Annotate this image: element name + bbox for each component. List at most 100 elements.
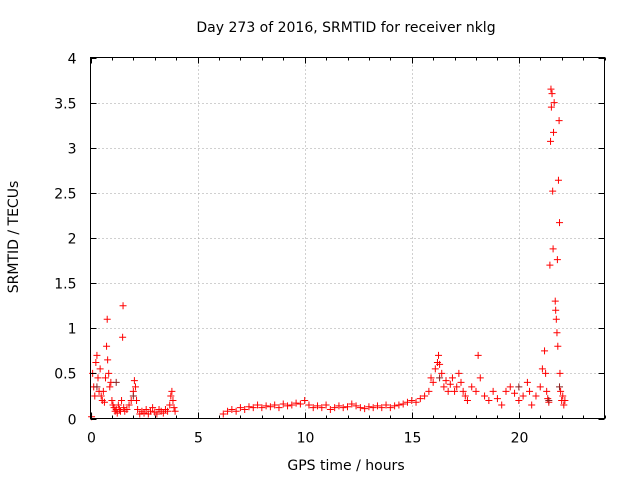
data-point xyxy=(528,401,536,409)
data-point xyxy=(339,404,347,412)
data-point xyxy=(93,351,101,359)
data-point xyxy=(556,383,564,391)
data-point xyxy=(412,398,420,406)
data-point xyxy=(378,404,386,412)
axis-ticks: 0 5 10 15 20 0 0.5 1 1.5 2 2.5 3 3.5 4 xyxy=(54,52,606,447)
plot-frame xyxy=(90,57,605,419)
data-point xyxy=(164,407,172,415)
data-point xyxy=(140,409,148,417)
data-point xyxy=(236,404,244,412)
x-axis-title: GPS time / hours xyxy=(287,458,404,474)
data-point xyxy=(331,404,339,412)
data-point xyxy=(459,387,467,395)
data-point xyxy=(171,407,179,415)
data-point xyxy=(129,392,137,400)
y-tick-label: 1 xyxy=(68,322,77,338)
data-point xyxy=(335,402,343,410)
data-point xyxy=(365,403,373,411)
data-point xyxy=(511,389,519,397)
data-point xyxy=(131,383,139,391)
data-point xyxy=(453,383,461,391)
data-point xyxy=(159,409,167,417)
data-point xyxy=(515,383,523,391)
x-tick-label: 5 xyxy=(194,431,203,447)
data-point xyxy=(382,401,390,409)
data-point xyxy=(275,404,283,412)
data-point xyxy=(526,387,534,395)
y-tick-label: 4 xyxy=(68,52,77,68)
data-point xyxy=(120,404,128,412)
data-point xyxy=(554,342,562,350)
data-point xyxy=(399,400,407,408)
data-point xyxy=(553,329,561,337)
data-point xyxy=(425,387,433,395)
data-point xyxy=(134,405,142,413)
y-tick-label: 2 xyxy=(68,232,77,248)
data-point xyxy=(254,401,262,409)
data-point xyxy=(502,387,510,395)
data-point xyxy=(168,387,176,395)
data-point xyxy=(446,380,454,388)
data-point xyxy=(146,407,154,415)
data-point xyxy=(438,369,446,377)
data-point xyxy=(112,378,120,386)
data-point xyxy=(436,360,444,368)
data-point xyxy=(266,403,274,411)
data-point xyxy=(309,404,317,412)
y-tick-label: 3 xyxy=(68,142,77,158)
data-point xyxy=(444,387,452,395)
data-point xyxy=(125,401,133,409)
data-point xyxy=(545,396,553,404)
data-point xyxy=(416,395,424,403)
data-point xyxy=(356,404,364,412)
data-point xyxy=(457,378,465,386)
data-point xyxy=(550,99,558,107)
data-point xyxy=(523,378,531,386)
data-point xyxy=(547,85,555,93)
data-point xyxy=(245,403,253,411)
data-point xyxy=(543,387,551,395)
data-point xyxy=(551,297,559,305)
data-point xyxy=(448,374,456,382)
data-point xyxy=(373,402,381,410)
data-point xyxy=(553,256,561,264)
data-point xyxy=(493,395,501,403)
data-point xyxy=(561,396,569,404)
data-point xyxy=(228,405,236,413)
data-point xyxy=(119,302,127,310)
y-tick-label: 0 xyxy=(68,413,77,429)
y-tick-label: 2.5 xyxy=(54,187,76,203)
data-point xyxy=(169,396,177,404)
data-point xyxy=(391,402,399,410)
data-point xyxy=(106,383,114,391)
data-point xyxy=(436,374,444,382)
data-point xyxy=(549,245,557,253)
data-point xyxy=(258,404,266,412)
data-point xyxy=(548,90,556,98)
grid-lines xyxy=(90,57,605,419)
data-point xyxy=(485,396,493,404)
x-tick-label: 10 xyxy=(297,431,315,447)
data-point xyxy=(386,404,394,412)
data-point xyxy=(93,383,101,391)
data-point xyxy=(549,187,557,195)
data-point xyxy=(552,306,560,314)
data-point xyxy=(123,405,131,413)
data-point xyxy=(557,387,565,395)
data-points xyxy=(88,85,569,421)
data-point xyxy=(532,392,540,400)
data-point xyxy=(463,396,471,404)
data-point xyxy=(440,383,448,391)
data-point xyxy=(96,365,104,373)
data-point xyxy=(118,396,126,404)
data-point xyxy=(91,392,99,400)
data-point xyxy=(167,392,175,400)
data-point xyxy=(101,374,109,382)
data-point xyxy=(536,383,544,391)
x-tick-label: 20 xyxy=(511,431,529,447)
data-point xyxy=(395,401,403,409)
data-point xyxy=(241,405,249,413)
data-point xyxy=(92,359,100,367)
data-point xyxy=(369,404,377,412)
data-point xyxy=(474,351,482,359)
